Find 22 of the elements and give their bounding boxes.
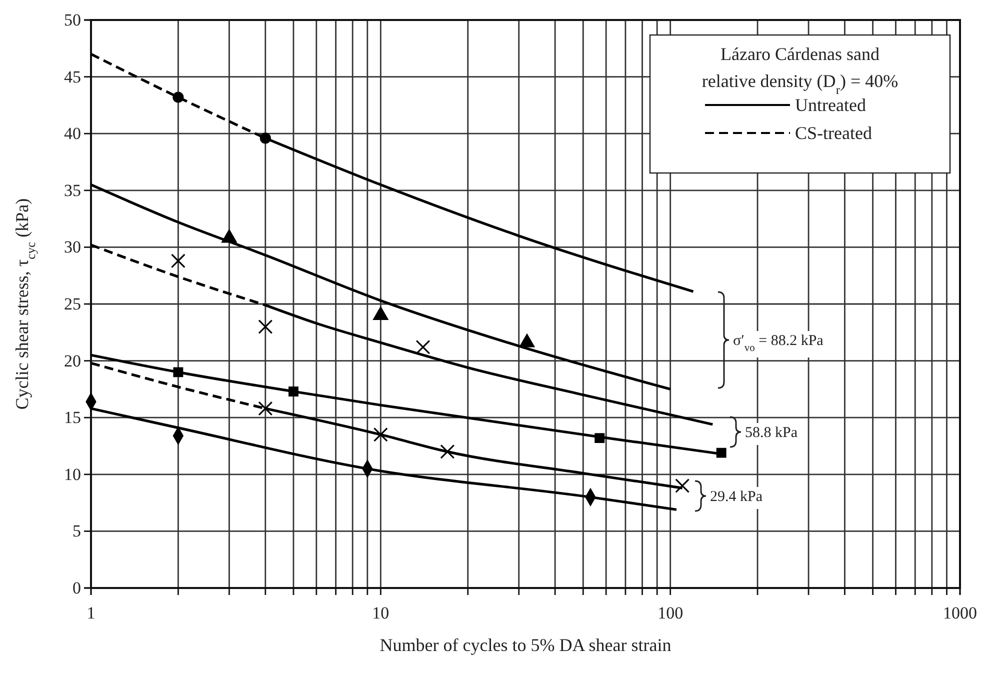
annotation: 58.8 kPa: [745, 425, 798, 441]
annotation: σ′$_{vo}$ = 88.2 kPa: [733, 333, 824, 354]
y-tick-label: 25: [64, 294, 81, 314]
y-tick-label: 45: [64, 67, 81, 86]
y-tick-label: 10: [64, 464, 81, 484]
x-tick-label: 100: [658, 603, 684, 622]
y-tick-label: 0: [72, 578, 81, 598]
legend-title: Lázaro Cárdenas sand relative density (D$_{r}$) = 40%: [702, 44, 898, 97]
y-tick-label: 40: [64, 124, 81, 144]
y-tick-label: 30: [64, 238, 81, 257]
x-tick-label: 1: [86, 603, 96, 622]
x-tick-label: 10: [372, 603, 390, 622]
y-tick-label: 35: [64, 180, 81, 200]
y-tick-label: 20: [64, 351, 81, 370]
x-axis-title: Number of cycles to 5% DA shear strain: [380, 635, 672, 655]
y-tick-label: 50: [64, 10, 81, 30]
y-tick-label: 15: [64, 408, 81, 428]
annotation: 29.4 kPa: [710, 489, 763, 505]
legend-label: CS-treated: [795, 123, 872, 143]
x-tick-label: 1000: [943, 603, 977, 622]
y-tick-label: 5: [72, 522, 81, 541]
legend-label: Untreated: [795, 95, 866, 115]
